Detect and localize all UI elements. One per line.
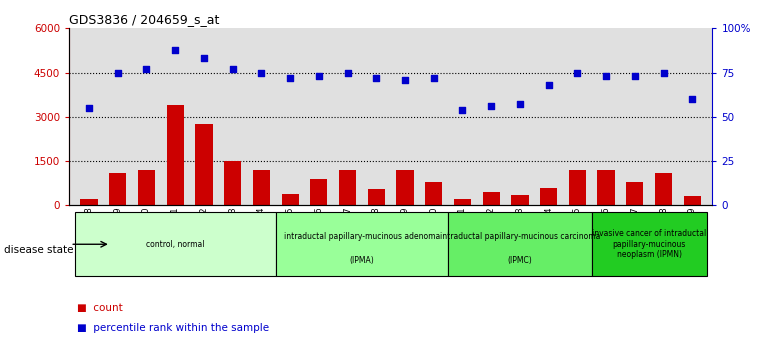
Point (686, 96, 699, 102)
Bar (80, 199, 98, 205)
Point (284, 75, 296, 81)
Point (600, 73, 612, 79)
Bar (282, 194, 299, 205)
Bar (627, 182, 643, 205)
Bar (310, 179, 328, 205)
Point (313, 73, 325, 79)
Text: ■  percentile rank within the sample: ■ percentile rank within the sample (77, 323, 269, 333)
Text: intraductal papillary-mucinous adenoma: intraductal papillary-mucinous adenoma (284, 232, 440, 241)
Bar (167, 105, 184, 205)
Bar (683, 196, 701, 205)
Point (657, 70, 669, 75)
Bar (592, 212, 706, 276)
Bar (655, 173, 673, 205)
Bar (597, 170, 615, 205)
Bar (138, 170, 155, 205)
Text: invasive cancer of intraductal
papillary-mucinous
neoplasm (IPMN): invasive cancer of intraductal papillary… (592, 229, 706, 259)
Bar (110, 173, 126, 205)
Point (399, 77, 411, 82)
Bar (339, 170, 356, 205)
Point (255, 70, 267, 75)
Point (370, 75, 382, 81)
Text: (IPMA): (IPMA) (349, 256, 375, 265)
Point (342, 70, 354, 75)
Bar (368, 189, 385, 205)
Bar (483, 192, 500, 205)
Bar (253, 170, 270, 205)
Text: disease state: disease state (4, 245, 74, 255)
Point (198, 56, 210, 61)
Point (629, 73, 641, 79)
Bar (276, 212, 448, 276)
Bar (425, 182, 443, 205)
Bar (453, 199, 471, 205)
Text: control, normal: control, normal (146, 240, 205, 249)
Bar (397, 170, 414, 205)
Point (542, 82, 555, 88)
Point (571, 70, 584, 75)
Point (514, 102, 526, 107)
Text: ■  count: ■ count (77, 303, 123, 313)
Text: GDS3836 / 204659_s_at: GDS3836 / 204659_s_at (69, 13, 219, 26)
Bar (195, 124, 213, 205)
Bar (448, 212, 592, 276)
Point (83, 105, 95, 111)
Point (485, 103, 497, 109)
Text: (IPMC): (IPMC) (508, 256, 532, 265)
Bar (568, 170, 586, 205)
Bar (512, 195, 529, 205)
Bar (540, 188, 558, 205)
Point (427, 75, 440, 81)
Point (140, 66, 152, 72)
Point (169, 47, 182, 52)
Point (457, 107, 469, 113)
Point (112, 70, 124, 75)
Bar (224, 161, 241, 205)
Bar (75, 212, 276, 276)
Point (227, 66, 239, 72)
Text: intraductal papillary-mucinous carcinoma: intraductal papillary-mucinous carcinoma (440, 232, 600, 241)
